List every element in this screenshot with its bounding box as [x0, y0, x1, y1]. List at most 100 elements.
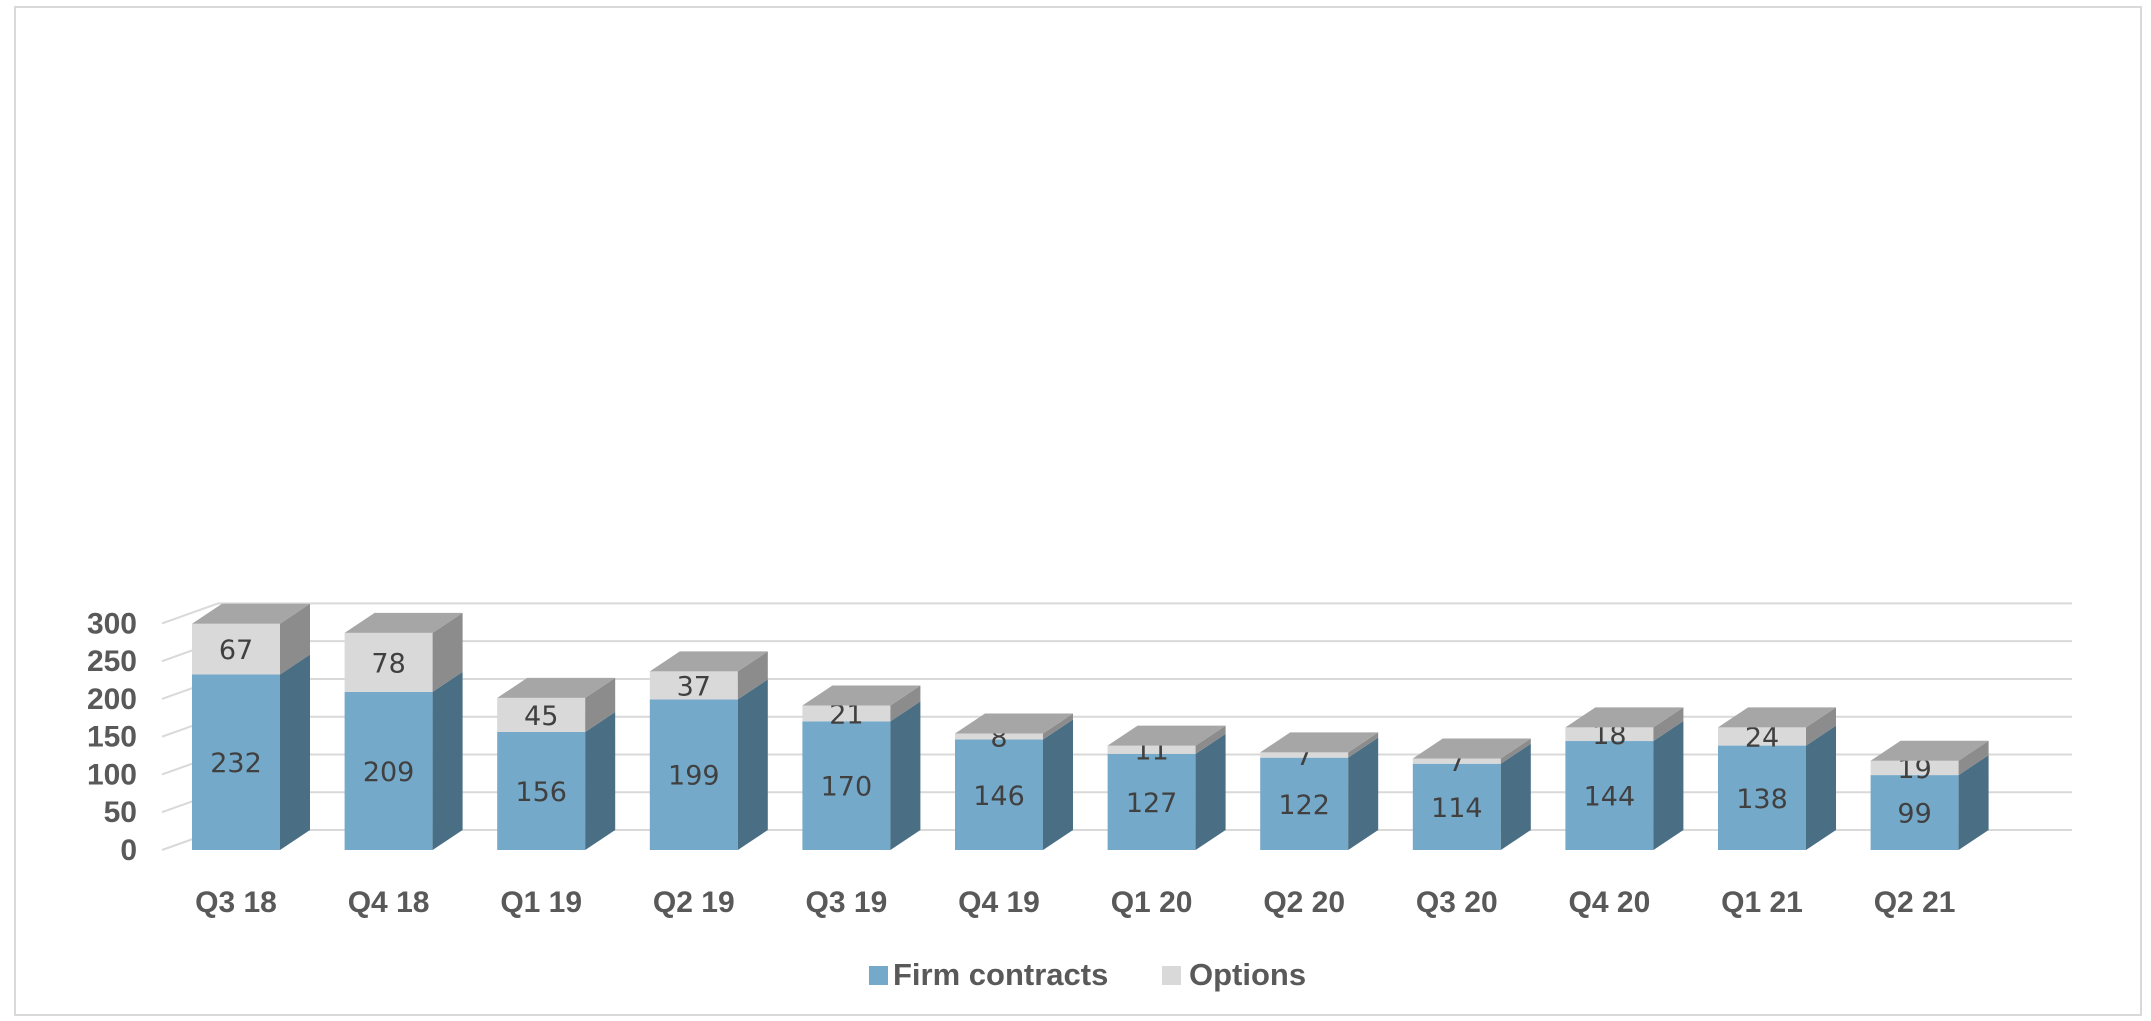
legend: Firm contracts Options — [869, 957, 1306, 992]
data-label-firm-contracts: 144 — [1584, 782, 1636, 813]
y-tick-label: 250 — [87, 645, 137, 678]
bar-options — [649, 671, 738, 700]
y-tick-label: 100 — [87, 758, 137, 791]
bar-top-face — [1107, 725, 1226, 746]
x-tick-label: Q3 19 — [806, 886, 888, 919]
bar-side-firm-contracts — [280, 654, 310, 850]
x-tick-label: Q4 19 — [958, 886, 1040, 919]
x-tick-label: Q2 19 — [653, 886, 735, 919]
data-label-options: 78 — [371, 648, 405, 679]
y-tick-label: 150 — [87, 721, 137, 754]
bar-side-firm-contracts — [585, 711, 616, 850]
data-label-firm-contracts: 99 — [1897, 799, 1931, 830]
bar-group: 209 78 — [344, 612, 463, 850]
bar-side-firm-contracts — [1653, 721, 1684, 850]
bar-side-options — [280, 603, 310, 675]
bar-top-face — [1565, 707, 1684, 728]
bar-firm-contracts — [802, 721, 891, 850]
data-label-options: 37 — [677, 671, 711, 702]
bar-top-face — [1870, 740, 1989, 761]
bar-group: 232 67 — [192, 603, 310, 850]
legend-swatch-options — [1162, 966, 1181, 985]
bar-side-firm-contracts — [1195, 733, 1226, 850]
x-tick-label: Q3 18 — [195, 886, 277, 919]
bar-options — [1870, 760, 1959, 776]
bar-side-options — [1653, 707, 1684, 742]
bar-side-options — [1958, 740, 1989, 776]
data-label-firm-contracts: 114 — [1431, 793, 1483, 824]
bar-options — [1260, 752, 1349, 758]
bar-side-firm-contracts — [432, 671, 463, 850]
y-axis-ticks: 0 50 100 150 200 250 300 — [87, 607, 137, 867]
bar-side-options — [585, 677, 616, 732]
bar-side-firm-contracts — [1043, 719, 1073, 850]
data-label-options: 24 — [1745, 722, 1779, 753]
x-tick-label: Q1 21 — [1721, 886, 1803, 919]
bar-options — [497, 697, 586, 732]
data-label-firm-contracts: 156 — [515, 777, 567, 808]
data-label-firm-contracts: 122 — [1278, 790, 1330, 821]
bar-top-face — [344, 612, 463, 633]
bar-options — [1565, 727, 1654, 742]
bar-group: 138 24 — [1718, 707, 1836, 850]
bar-side-options — [1195, 725, 1226, 754]
data-label-firm-contracts: 127 — [1126, 788, 1178, 819]
bar-firm-contracts — [955, 739, 1043, 850]
y-tick-label: 300 — [87, 607, 137, 640]
x-tick-label: Q2 21 — [1874, 886, 1956, 919]
bar-side-options — [432, 612, 463, 692]
bar-firm-contracts — [1107, 753, 1196, 850]
data-label-firm-contracts: 170 — [821, 772, 873, 803]
bar-side-options — [1806, 707, 1836, 746]
bar-top-face — [1718, 707, 1836, 728]
bar-firm-contracts — [192, 674, 280, 850]
bar-side-options — [1500, 738, 1531, 764]
bar-top-face — [955, 713, 1073, 734]
bar-top-face — [497, 677, 616, 698]
x-tick-label: Q2 20 — [1263, 886, 1345, 919]
data-label-firm-contracts: 138 — [1736, 784, 1788, 815]
bar-options — [802, 705, 891, 722]
y-tick-label: 200 — [87, 683, 137, 716]
bar-firm-contracts — [1565, 741, 1654, 850]
legend-label-firm-contracts: Firm contracts — [893, 957, 1108, 992]
data-label-firm-contracts: 232 — [210, 748, 262, 779]
x-tick-label: Q1 19 — [500, 886, 582, 919]
bar-firm-contracts — [497, 731, 586, 850]
x-tick-label: Q3 20 — [1416, 886, 1498, 919]
y-tick-label: 0 — [120, 834, 137, 867]
bar-side-firm-contracts — [1500, 743, 1531, 850]
bar-options — [1107, 745, 1196, 754]
bar-side-firm-contracts — [1348, 737, 1379, 850]
bar-options — [192, 623, 280, 675]
bar-firm-contracts — [1718, 745, 1806, 850]
x-tick-label: Q4 18 — [348, 886, 430, 919]
x-tick-label: Q4 20 — [1569, 886, 1651, 919]
bar-firm-contracts — [344, 691, 433, 850]
bar-firm-contracts — [649, 699, 738, 850]
bar-top-face — [1412, 738, 1531, 759]
bar-side-firm-contracts — [737, 679, 768, 850]
bar-side-options — [890, 685, 921, 722]
x-tick-label: Q1 20 — [1111, 886, 1193, 919]
gridline-floor-edge — [161, 602, 219, 625]
legend-swatch-firm-contracts — [869, 966, 888, 985]
data-label-options: 45 — [524, 701, 558, 732]
bar-firm-contracts — [1870, 775, 1959, 850]
bar-top-face — [802, 685, 921, 706]
bar-side-options — [1043, 713, 1073, 740]
bar-side-firm-contracts — [1806, 725, 1836, 850]
x-axis-ticks: Q3 18 Q4 18 Q1 19 Q2 19 Q3 19 Q4 19 Q1 20 Q2 20… — [195, 886, 1955, 919]
legend-label-options: Options — [1189, 957, 1306, 992]
bar-group: 156 45 — [497, 677, 616, 850]
bar-top-face — [649, 651, 768, 672]
bar-side-options — [737, 651, 768, 700]
